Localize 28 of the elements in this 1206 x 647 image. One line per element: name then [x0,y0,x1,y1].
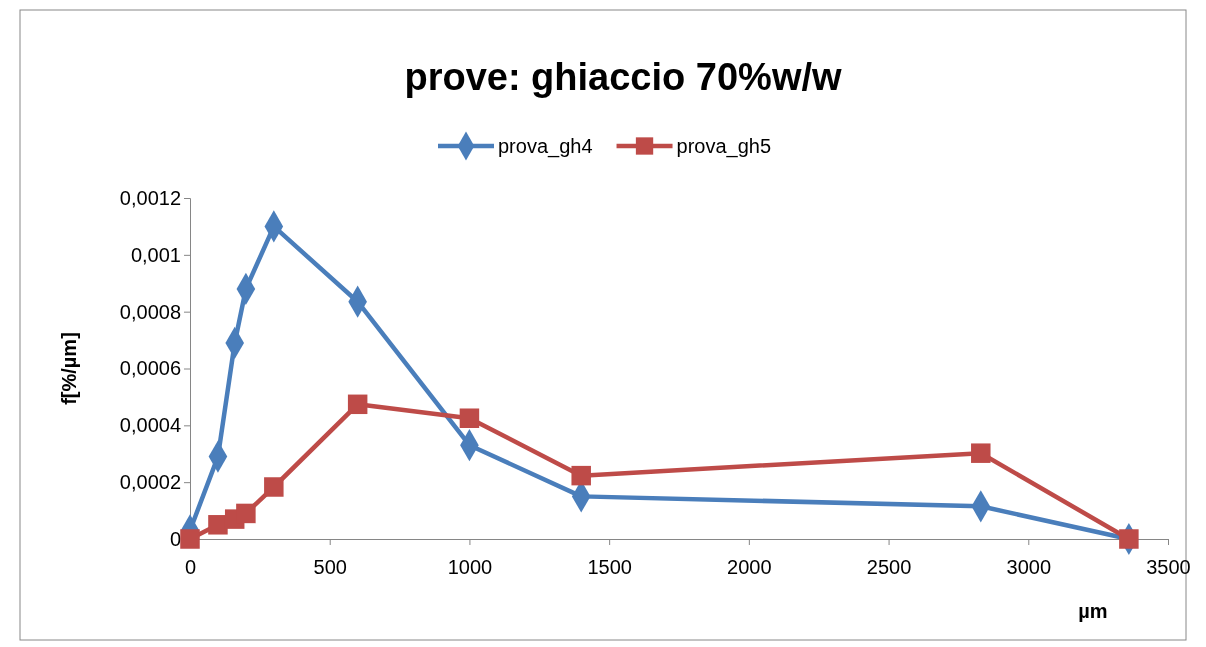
y-tick-label: 0,001 [130,243,181,266]
x-tick-label: 500 [313,556,347,578]
point [264,477,284,497]
point [180,529,200,549]
point [236,503,256,524]
x-tick-label: 2000 [727,556,772,578]
point [571,465,591,486]
y-tick-label: 0,0006 [119,357,181,380]
y-axis-title: f[%/µm] [58,332,80,405]
legend-label: prova_gh4 [498,135,593,158]
point [971,443,991,463]
chart-title: prove: ghiaccio 70%w/w [404,56,842,98]
x-tick-label: 3500 [1146,556,1191,578]
x-tick-label: 2500 [866,556,912,578]
y-tick-label: 0,0008 [119,300,181,323]
y-tick-label: 0,0002 [119,471,181,494]
x-tick-label: 3000 [1006,556,1052,578]
x-tick-label: 1000 [447,556,493,578]
y-tick-label: 0,0004 [119,414,181,437]
x-tick-label: 0 [184,556,197,578]
y-tick-label: 0 [169,527,181,550]
x-tick-label: 1500 [587,556,632,578]
point [347,394,368,415]
legend-label: prova_gh5 [676,135,772,158]
y-tick-label: 0,0012 [119,186,181,209]
point [459,408,480,428]
point [1119,529,1139,549]
x-axis-title: µm [1078,600,1108,622]
